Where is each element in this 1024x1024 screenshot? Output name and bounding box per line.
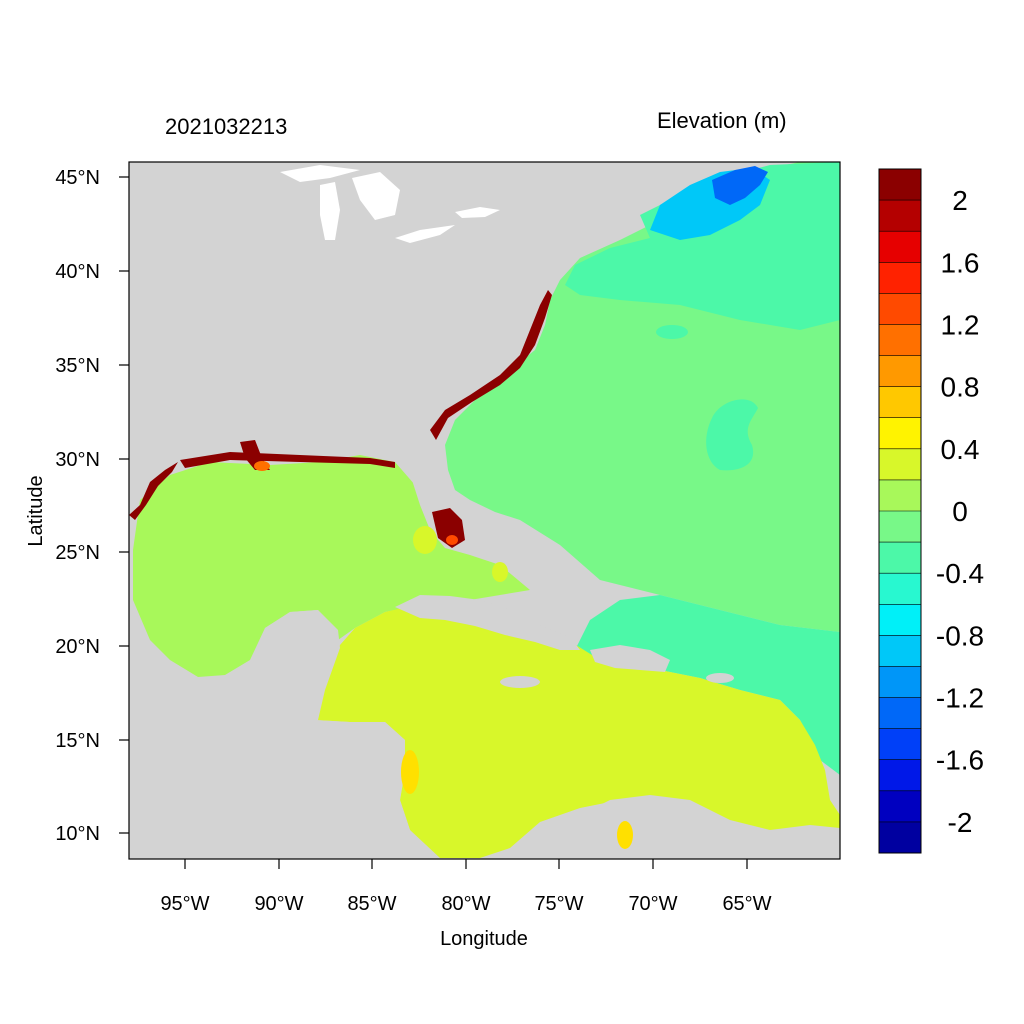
colorbar <box>878 168 922 854</box>
puerto-rico-landmass <box>706 673 734 683</box>
colorbar-swatch <box>879 386 921 419</box>
y-axis-title: Latitude <box>25 475 47 546</box>
surge-texas-coast <box>129 462 178 520</box>
lake-michigan <box>320 182 340 240</box>
y-tick-label: 40°N <box>55 261 100 283</box>
y-tick-label: 45°N <box>55 167 100 189</box>
patch-bahamas-positive <box>492 562 508 582</box>
y-tick-label: 25°N <box>55 542 100 564</box>
patch-maracaibo <box>617 821 633 849</box>
x-axis-title: Longitude <box>440 928 528 950</box>
colorbar-swatch <box>879 604 921 636</box>
colorbar-label: 1.2 <box>941 310 980 341</box>
lake-ontario <box>455 207 500 218</box>
x-tick-label: 85°W <box>347 893 396 915</box>
colorbar-swatch <box>879 697 921 730</box>
cuba-landmass <box>395 595 580 650</box>
lake-erie <box>395 225 455 243</box>
colorbar-swatch <box>879 573 921 605</box>
colorbar-swatch <box>879 728 921 761</box>
colorbar-swatch <box>879 790 921 823</box>
lake-superior <box>280 165 360 182</box>
jamaica-landmass <box>500 676 540 688</box>
map-panel <box>129 162 840 859</box>
y-tick-label: 10°N <box>55 823 100 845</box>
colorbar-swatch <box>879 759 921 792</box>
central-america <box>129 718 430 859</box>
x-axis: 95°W 90°W 85°W 80°W 75°W 70°W 65°W <box>160 859 772 915</box>
colorbar-label: 0.8 <box>941 372 980 403</box>
colorbar-label: 0.4 <box>941 434 980 465</box>
yucatan-peninsula <box>255 610 340 730</box>
caribbean-sea <box>315 604 840 859</box>
patch-gulf-positive <box>413 526 437 554</box>
colorbar-label: -0.4 <box>936 558 984 589</box>
colorbar-swatch <box>879 479 921 512</box>
colorbar-swatch <box>879 635 921 667</box>
y-tick-label: 15°N <box>55 730 100 752</box>
colorbar-swatch <box>879 169 921 201</box>
colorbar-swatch <box>879 355 921 388</box>
x-tick-label: 65°W <box>722 893 771 915</box>
x-tick-label: 75°W <box>534 893 583 915</box>
colorbar-swatch <box>879 293 921 325</box>
colorbar-label: -1.6 <box>936 745 984 776</box>
colorbar-label: 2 <box>952 185 968 216</box>
hispaniola-landmass <box>590 645 670 672</box>
colorbar-label: -0.8 <box>936 620 984 651</box>
colorbar-swatch <box>879 448 921 481</box>
lake-huron <box>352 172 400 220</box>
colorbar-label: 0 <box>952 496 968 527</box>
colorbar-swatch <box>879 666 921 699</box>
colorbar-label: 1.6 <box>941 247 980 278</box>
y-tick-label: 30°N <box>55 449 100 471</box>
bay-of-fundy <box>712 166 768 205</box>
gulf-of-mexico <box>133 455 530 677</box>
colorbar-swatch <box>879 200 921 232</box>
x-tick-label: 95°W <box>160 893 209 915</box>
ocean-eddy-small <box>656 325 688 339</box>
y-tick-label: 35°N <box>55 355 100 377</box>
patch-surge-orange <box>446 535 458 545</box>
colorbar-swatch <box>879 542 921 574</box>
colorbar-label: -1.2 <box>936 683 984 714</box>
x-tick-label: 80°W <box>441 893 490 915</box>
colorbar-title: Elevation (m) <box>657 108 787 133</box>
patch-louisiana-orange <box>254 461 270 471</box>
x-tick-label: 70°W <box>628 893 677 915</box>
colorbar-swatch <box>879 324 921 357</box>
colorbar-swatch <box>879 231 921 263</box>
south-america-landmass <box>501 795 840 859</box>
ocean-eddy <box>706 399 758 471</box>
south-atlantic-band <box>575 595 840 775</box>
surge-gulf-coast <box>180 452 395 468</box>
colorbar-swatch <box>879 821 921 854</box>
y-axis: 45°N 40°N 35°N 30°N 25°N 20°N 15°N 10°N <box>55 167 129 845</box>
colorbar-frame <box>878 168 922 854</box>
surge-atlantic-coast <box>430 290 552 440</box>
map-frame <box>128 161 841 860</box>
colorbar-labels: 2 1.6 1.2 0.8 0.4 0 -0.4 -0.8 -1.2 -1.6 -2 <box>936 185 984 838</box>
colorbar-swatch <box>879 417 921 450</box>
y-tick-label: 20°N <box>55 636 100 658</box>
north-atlantic-band <box>565 162 840 330</box>
colorbar-label: -2 <box>948 807 973 838</box>
colorbar-swatch <box>879 511 921 543</box>
colorbar-swatch <box>879 262 921 294</box>
patch-nicaragua-coast <box>401 750 419 794</box>
timestamp-label: 2021032213 <box>165 114 287 139</box>
x-tick-label: 90°W <box>254 893 303 915</box>
